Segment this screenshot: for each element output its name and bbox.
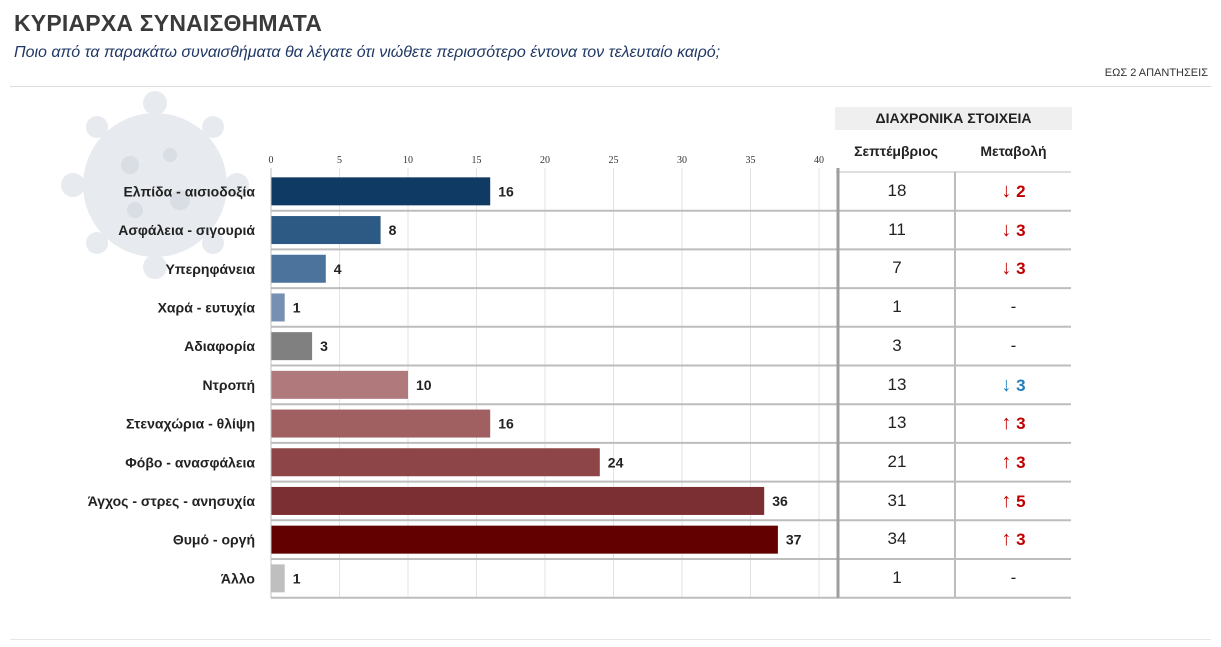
bar [271,525,778,554]
category-label: Στεναχώρια - θλίψη [126,416,255,432]
bar-value-label: 1 [293,570,301,586]
bar [271,564,285,593]
top-divider [10,86,1211,87]
category-label: Ελπίδα - αισιοδοξία [123,183,255,199]
bar-value-label: 10 [416,377,432,393]
change-value: - [1010,568,1017,587]
category-label: Αδιαφορία [184,338,255,354]
x-tick-label: 30 [677,155,687,166]
change-value: ↓ 3 [1001,218,1026,241]
historical-header: ΔΙΑΧΡΟΝΙΚΑ ΣΤΟΙΧΕΙΑ [835,107,1072,130]
september-value: 1 [892,297,902,317]
bar-value-label: 8 [389,222,397,238]
september-value: 13 [887,374,907,394]
arrow-up-icon: ↑ [1001,528,1012,551]
answers-note: ΕΩΣ 2 ΑΠΑΝΤΗΣΕΙΣ [1104,67,1208,79]
x-tick-label: 35 [746,155,756,166]
arrow-down-icon: ↓ [1001,373,1012,396]
bar-value-label: 24 [608,454,624,470]
category-label: Ντροπή [203,377,255,393]
arrow-up-icon: ↑ [1001,412,1012,435]
arrow-down-icon: ↓ [1001,257,1012,280]
september-value: 31 [887,490,907,510]
bottom-divider [10,639,1211,640]
bar [271,216,381,245]
september-value: 13 [887,413,907,433]
bar [271,254,326,283]
change-value: - [1010,297,1017,317]
bar [271,409,491,438]
arrow-up-icon: ↑ [1001,450,1012,473]
change-value: ↓ 2 [1001,180,1026,202]
bar [271,332,313,361]
virus-watermark-icon [61,91,249,279]
x-tick-label: 15 [472,155,482,166]
bar [271,177,491,206]
bar-value-label: 1 [293,299,301,315]
bar-value-label: 16 [498,416,514,432]
x-tick-label: 40 [814,155,824,166]
change-column-header: Μεταβολή [980,143,1047,159]
change-value: ↑ 3 [1001,450,1026,473]
september-value: 18 [887,181,907,200]
x-tick-label: 20 [540,155,550,166]
september-value: 11 [888,219,906,239]
bar-value-label: 16 [498,183,514,199]
change-value: ↓ 3 [1001,257,1026,280]
category-label: Άλλο [221,570,255,586]
september-value: 7 [892,258,902,278]
september-column-header: Σεπτέμβριος [854,143,938,159]
bar [271,293,285,322]
bar-value-label: 37 [786,532,802,548]
category-label: Άγχος - στρες - ανησυχία [88,493,256,509]
bar-value-label: 4 [334,261,342,277]
arrow-down-icon: ↓ [1001,218,1012,241]
x-tick-label: 0 [269,155,274,166]
change-value: ↓ 3 [1001,373,1026,396]
change-value: ↑ 3 [1001,412,1026,435]
change-value: ↑ 5 [1001,489,1026,512]
september-value: 21 [887,451,907,471]
x-tick-label: 10 [403,155,413,166]
change-value: - [1010,335,1017,355]
x-tick-label: 25 [609,155,619,166]
arrow-down-icon: ↓ [1001,180,1012,202]
september-value: 34 [887,529,907,549]
bar [271,486,765,515]
bar [271,370,408,399]
category-label: Ασφάλεια - σιγουριά [118,222,255,238]
category-label: Φόβο - ανασφάλεια [125,454,255,470]
x-tick-label: 5 [337,155,342,166]
bar-value-label: 36 [772,493,788,509]
september-value: 1 [892,568,902,587]
category-label: Υπερηφάνεια [166,261,256,277]
question-subtitle: Ποιο από τα παρακάτω συναισθήματα θα λέγ… [14,44,721,61]
category-label: Χαρά - ευτυχία [158,299,256,315]
category-label: Θυμό - οργή [173,532,255,548]
bar-value-label: 3 [320,338,328,354]
arrow-up-icon: ↑ [1001,489,1012,512]
bar [271,448,600,477]
page-title: ΚΥΡΙΑΡΧΑ ΣΥΝΑΙΣΘΗΜΑΤΑ [14,10,323,36]
change-value: ↑ 3 [1001,528,1026,551]
september-value: 3 [892,335,902,355]
